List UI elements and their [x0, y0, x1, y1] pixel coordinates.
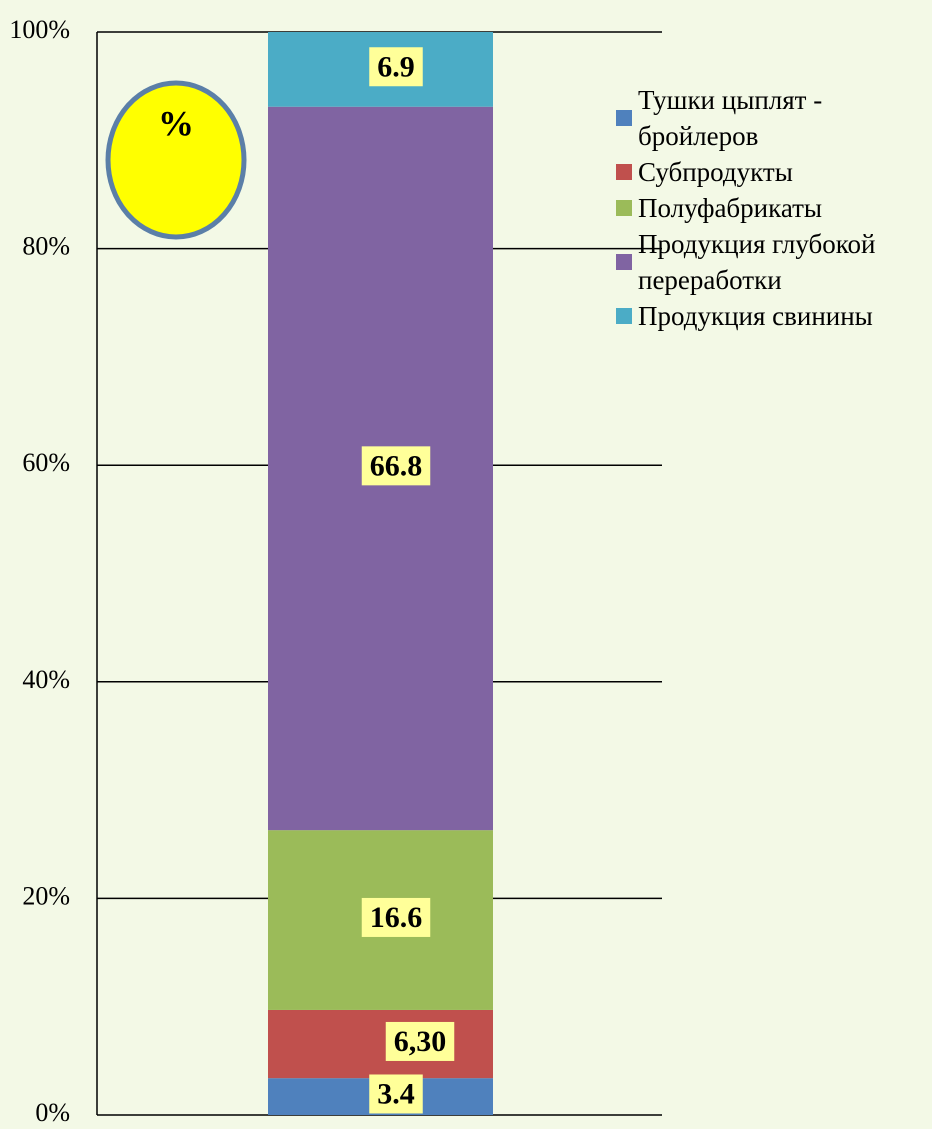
legend-item: Субпродукты [616, 154, 932, 190]
data-label-box [361, 897, 431, 937]
legend-item: Тушки цыплят - бройлеров [616, 82, 932, 154]
data-label: 6.9 [377, 50, 415, 83]
data-label-box [361, 446, 431, 486]
legend-label: Полуфабрикаты [638, 193, 823, 223]
legend-swatch [616, 110, 632, 126]
badge [105, 80, 247, 240]
legend-label: Тушки цыплят - бройлеров [638, 85, 823, 151]
legend-item: Продукция глубокой переработки [616, 226, 932, 298]
y-tick-label: 80% [22, 232, 70, 261]
legend: Тушки цыплят - бройлеров Субпродукты Полуф… [616, 82, 932, 334]
y-tick-label: 100% [9, 15, 70, 44]
data-label-box [369, 47, 423, 87]
data-label: 3.4 [377, 1077, 415, 1110]
data-label: 66.8 [370, 449, 423, 482]
legend-swatch [616, 254, 632, 270]
legend-label: Продукция глубокой переработки [638, 229, 876, 295]
data-label: 16.6 [370, 901, 423, 934]
data-label-box [385, 1021, 455, 1061]
legend-swatch [616, 308, 632, 324]
legend-label: Продукция свинины [638, 301, 873, 331]
y-tick-label: 20% [22, 881, 70, 910]
y-tick-label: 60% [22, 448, 70, 477]
legend-swatch [616, 200, 632, 216]
legend-item: Полуфабрикаты [616, 190, 932, 226]
y-tick-label: 40% [22, 665, 70, 694]
legend-swatch [616, 164, 632, 180]
data-label: 6,30 [394, 1025, 447, 1058]
legend-label: Субпродукты [638, 157, 793, 187]
data-label-box [369, 1074, 423, 1114]
bar-segment [268, 1009, 493, 1079]
annotation: % [158, 103, 194, 143]
y-tick-label: 0% [35, 1098, 70, 1127]
legend-item: Продукция свинины [616, 298, 932, 334]
